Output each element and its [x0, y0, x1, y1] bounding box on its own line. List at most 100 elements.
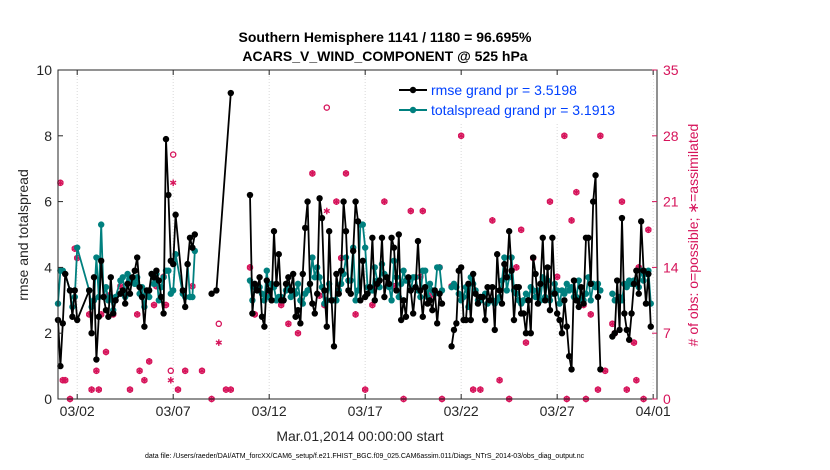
totalspread-point — [503, 287, 510, 294]
rmse-point — [462, 316, 470, 324]
asterisk-stroke — [126, 387, 134, 392]
x-tick-label: 03/12 — [252, 403, 287, 419]
asterisk-stroke — [522, 340, 530, 345]
rmse-point — [294, 306, 302, 314]
rmse-line — [57, 138, 196, 368]
totalspread-point — [623, 283, 630, 291]
asterisk-stroke — [645, 227, 652, 233]
rmse-point — [431, 287, 438, 294]
rmse-point — [539, 234, 546, 241]
rmse-point — [450, 326, 458, 334]
rmse-point — [597, 366, 604, 373]
obs-assimilated-point — [361, 386, 369, 393]
totalspread-point — [189, 293, 196, 301]
rmse-line — [249, 194, 443, 348]
rmse-point — [306, 280, 314, 288]
rmse-point — [419, 313, 426, 320]
totalspread-point — [124, 270, 131, 278]
rmse-point — [105, 313, 112, 320]
y-axis-right: 0 7 14 21 28 35 — [652, 62, 679, 407]
y-axis-right-label: # of obs: o=possible; ∗=assimilated — [685, 124, 701, 347]
rmse-point — [251, 280, 258, 288]
rmse-point — [469, 270, 477, 278]
rmse-point — [354, 218, 362, 225]
asterisk-stroke — [517, 227, 525, 233]
obs-assimilated-point — [102, 348, 110, 356]
totalspread-point — [97, 221, 105, 228]
asterisk-stroke — [198, 368, 206, 374]
asterisk-stroke — [215, 340, 223, 345]
obs-assimilated-point — [477, 386, 484, 393]
rmse-point — [138, 293, 146, 301]
asterisk-stroke — [381, 199, 388, 204]
obs-assimilated-point — [88, 386, 95, 393]
y-right-tick-label: 35 — [663, 62, 679, 78]
rmse-point — [109, 310, 117, 317]
rmse-point — [112, 297, 119, 304]
asterisk-stroke — [150, 302, 158, 308]
totalspread-point — [522, 290, 530, 297]
rmse-point — [397, 316, 405, 324]
totalspread-point — [426, 280, 434, 288]
obs-assimilated-point — [342, 170, 350, 177]
rmse-series — [208, 89, 234, 297]
x-tick-label: 04/01 — [636, 403, 671, 419]
rmse-point — [256, 274, 263, 281]
asterisk-stroke — [342, 171, 350, 176]
rmse-point — [150, 274, 158, 281]
rmse-point — [640, 267, 647, 274]
rmse-point — [208, 290, 215, 297]
y-right-tick-label: 28 — [663, 128, 679, 144]
rmse-point — [496, 287, 503, 294]
rmse-point — [169, 260, 177, 268]
chart-title-line2: ACARS_V_WIND_COMPONENT @ 525 hPa — [242, 48, 527, 64]
obs-assimilated-point — [133, 311, 141, 318]
rmse-point — [412, 283, 419, 291]
rmse-point — [510, 316, 518, 324]
rmse-point — [263, 277, 270, 284]
rmse-point — [438, 300, 446, 307]
totalspread-point — [460, 293, 467, 301]
rmse-point — [393, 287, 400, 294]
asterisk-stroke — [285, 321, 292, 327]
obs-assimilated-point — [136, 367, 143, 375]
rmse-point — [275, 251, 282, 258]
totalspread-point — [309, 254, 316, 261]
asterisk-stroke — [369, 302, 376, 308]
obs-assimilated-point — [323, 207, 331, 215]
rmse-point — [625, 336, 633, 343]
rmse-point — [328, 297, 335, 304]
rmse-point — [400, 297, 407, 304]
obs-possible-point — [215, 320, 223, 328]
rmse-point — [472, 290, 479, 297]
asterisk-stroke — [573, 189, 580, 195]
obs-assimilated-point — [95, 386, 103, 393]
rmse-point — [522, 330, 530, 337]
rmse-point — [421, 283, 429, 291]
obs-assimilated-point — [93, 367, 100, 375]
rmse-point — [388, 234, 395, 241]
plot-frame — [57, 69, 658, 400]
asterisk-stroke — [294, 330, 302, 336]
rmse-point — [289, 270, 297, 278]
rmse-point — [136, 283, 143, 291]
legend-box — [395, 76, 653, 122]
rmse-point — [642, 300, 650, 307]
y-right-tick-label: 14 — [663, 259, 679, 275]
rmse-point — [340, 198, 347, 205]
asterisk-stroke — [633, 377, 640, 383]
asterisk-stroke — [167, 377, 175, 383]
totalspread-point — [501, 254, 508, 261]
rmse-point — [621, 310, 628, 317]
rmse-point — [501, 260, 508, 268]
asterisk-stroke — [477, 387, 484, 392]
rmse-point — [287, 287, 294, 294]
totalspread-point — [165, 267, 172, 274]
x-axis-label: Mar.01,2014 00:00:00 start — [276, 428, 443, 444]
totalspread-point — [102, 283, 110, 291]
totalspread-point — [563, 280, 570, 288]
rmse-point — [304, 198, 311, 205]
rmse-point — [366, 283, 374, 291]
rmse-point — [433, 320, 441, 327]
rmse-point — [90, 274, 98, 281]
